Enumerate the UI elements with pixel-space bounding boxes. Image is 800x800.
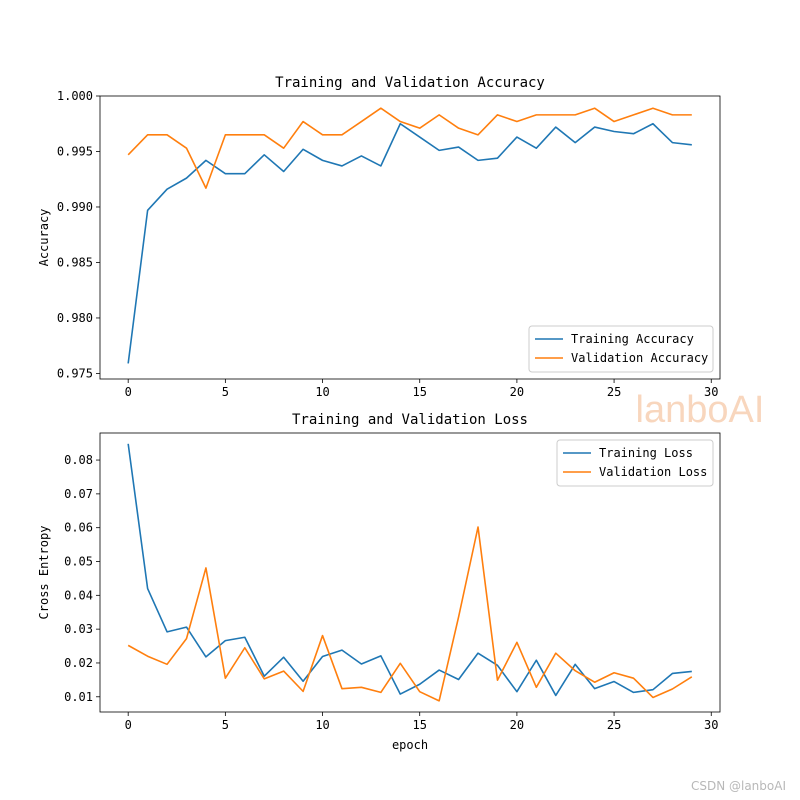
legend-label: Validation Loss: [599, 465, 707, 479]
legend-label: Training Accuracy: [571, 332, 694, 346]
y-tick-label: 0.05: [64, 555, 93, 569]
loss-chart: Training and Validation Loss 0 5 10 15 20 25 30…: [37, 412, 721, 752]
legend-label: Training Loss: [599, 446, 693, 460]
x-tick-label: 20: [510, 385, 524, 399]
accuracy-chart: Training and Validation Accuracy 0 5 10 15 20…: [37, 75, 721, 399]
x-tick-label: 10: [315, 385, 329, 399]
y-tick-label: 0.990: [57, 200, 93, 214]
y-axis-label: Accuracy: [37, 209, 51, 267]
x-axis-label: epoch: [392, 738, 428, 752]
x-tick-label: 15: [412, 718, 426, 732]
axes-frame: [99, 432, 721, 713]
x-tick-label: 5: [222, 718, 229, 732]
watermark-large: lanboAI: [636, 389, 765, 431]
legend-box: [556, 439, 714, 487]
y-axis-label: Cross Entropy: [37, 526, 51, 620]
x-tick-label: 25: [607, 385, 621, 399]
legend: Training Loss Validation Loss: [556, 439, 714, 487]
y-tick-label: 0.02: [64, 656, 93, 670]
y-tick-label: 0.03: [64, 622, 93, 636]
y-tick-label: 0.975: [57, 366, 93, 380]
watermark-footer: CSDN @lanboAI: [691, 779, 786, 793]
y-tick-label: 0.01: [64, 690, 93, 704]
legend-box: [528, 325, 714, 373]
series-line-training-loss: [127, 443, 692, 697]
y-tick-label: 0.980: [57, 311, 93, 325]
x-tick-label: 0: [125, 385, 132, 399]
x-tick-label: 5: [222, 385, 229, 399]
legend: Training Accuracy Validation Accuracy: [528, 325, 714, 373]
y-tick-label: 0.995: [57, 144, 93, 158]
chart-title: Training and Validation Loss: [292, 412, 528, 428]
x-tick-label: 10: [315, 718, 329, 732]
chart-title: Training and Validation Accuracy: [275, 75, 545, 91]
y-tick-label: 0.985: [57, 255, 93, 269]
series-line-training-accuracy: [127, 122, 692, 364]
y-tick-label: 1.000: [57, 89, 93, 103]
series-line-validation-accuracy: [127, 107, 692, 189]
x-tick-label: 25: [607, 718, 621, 732]
x-tick-label: 30: [704, 718, 718, 732]
legend-label: Validation Accuracy: [571, 351, 708, 365]
y-tick-label: 0.07: [64, 487, 93, 501]
x-tick-label: 0: [125, 718, 132, 732]
x-tick-label: 15: [412, 385, 426, 399]
axes-frame: [99, 95, 721, 380]
y-tick-label: 0.06: [64, 521, 93, 535]
series-line-validation-loss: [127, 526, 693, 702]
x-tick-label: 20: [510, 718, 524, 732]
y-tick-label: 0.08: [64, 453, 93, 467]
y-tick-label: 0.04: [64, 588, 93, 602]
x-tick-label: 30: [704, 385, 718, 399]
